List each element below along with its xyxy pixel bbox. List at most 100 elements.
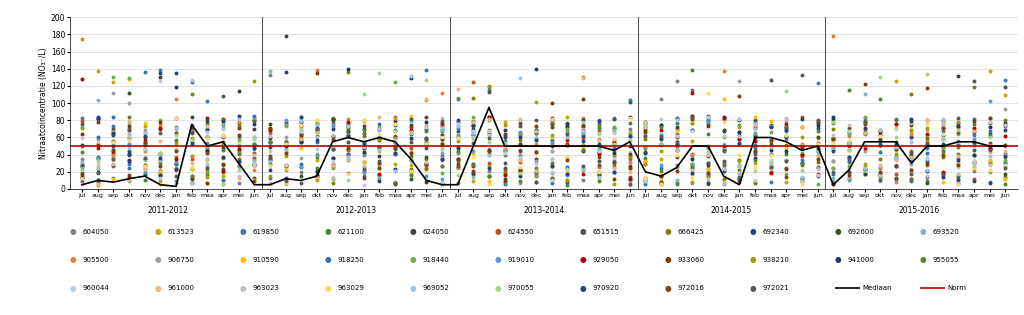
Point: [90, 142, 106, 147]
Point: [465, 123, 481, 128]
Point: [450, 156, 466, 161]
Point: [841, 176, 857, 181]
Point: [136, 130, 153, 135]
Point: [246, 143, 262, 148]
Point: [825, 175, 842, 180]
Point: [825, 169, 842, 175]
Point: [731, 159, 748, 164]
Point: [340, 153, 356, 158]
Point: [574, 128, 591, 133]
Point: [888, 143, 904, 148]
Point: [825, 142, 842, 147]
Point: [465, 163, 481, 168]
Point: [308, 129, 325, 134]
Point: [105, 157, 122, 162]
Point: [355, 159, 372, 164]
Point: [262, 127, 279, 132]
Point: [888, 148, 904, 153]
Text: 918440: 918440: [423, 257, 450, 263]
Point: [372, 158, 388, 163]
Point: [888, 155, 904, 160]
Point: [794, 125, 810, 130]
Point: [278, 140, 294, 145]
Point: [372, 162, 388, 167]
Point: [699, 146, 716, 151]
Text: ●: ●: [580, 284, 586, 293]
Point: [606, 171, 623, 176]
Point: [153, 126, 169, 131]
Point: [935, 145, 951, 150]
Point: [372, 71, 388, 76]
Point: [293, 156, 309, 161]
Point: [731, 175, 748, 180]
Point: [669, 117, 685, 123]
Point: [450, 97, 466, 102]
Point: [246, 117, 262, 123]
Point: [794, 152, 810, 158]
Point: [653, 173, 670, 178]
Text: 960044: 960044: [83, 285, 110, 291]
Point: [199, 134, 215, 139]
Point: [168, 130, 184, 135]
Point: [434, 128, 451, 133]
Point: [153, 173, 169, 178]
Point: [293, 119, 309, 124]
Point: [434, 140, 451, 145]
Point: [699, 120, 716, 125]
Point: [497, 122, 513, 127]
Point: [746, 134, 763, 139]
Point: [559, 141, 575, 146]
Point: [153, 160, 169, 165]
Point: [981, 148, 997, 153]
Point: [230, 126, 247, 131]
Point: [699, 150, 716, 155]
Text: ●: ●: [750, 227, 756, 236]
Text: ●: ●: [240, 284, 246, 293]
Point: [872, 173, 889, 178]
Point: [450, 123, 466, 128]
Point: [590, 169, 606, 174]
Point: [841, 175, 857, 180]
Point: [637, 145, 653, 150]
Point: [512, 131, 528, 136]
Point: [809, 165, 825, 170]
Text: ●: ●: [155, 227, 161, 236]
Point: [121, 123, 137, 128]
Point: [90, 155, 106, 160]
Point: [888, 163, 904, 168]
Point: [746, 139, 763, 144]
Text: ●: ●: [920, 255, 926, 264]
Point: [293, 129, 309, 134]
Point: [606, 124, 623, 129]
Point: [966, 169, 982, 174]
Point: [183, 123, 200, 128]
Point: [527, 67, 544, 72]
Point: [121, 126, 137, 131]
Point: [121, 146, 137, 151]
Point: [699, 152, 716, 157]
Point: [809, 128, 825, 133]
Point: [684, 67, 700, 72]
Point: [215, 134, 231, 139]
Point: [465, 96, 481, 101]
Point: [653, 136, 670, 141]
Point: [136, 134, 153, 139]
Point: [763, 171, 779, 176]
Point: [841, 147, 857, 152]
Point: [699, 143, 716, 148]
Point: [590, 169, 606, 175]
Point: [121, 158, 137, 163]
Point: [763, 151, 779, 156]
Point: [293, 114, 309, 119]
Point: [497, 153, 513, 158]
Point: [465, 119, 481, 124]
Point: [981, 158, 997, 163]
Point: [512, 137, 528, 142]
Point: [997, 121, 1014, 126]
Point: [278, 163, 294, 169]
Point: [325, 117, 341, 123]
Point: [841, 147, 857, 152]
Point: [809, 149, 825, 154]
Point: [434, 164, 451, 169]
Point: [199, 141, 215, 146]
